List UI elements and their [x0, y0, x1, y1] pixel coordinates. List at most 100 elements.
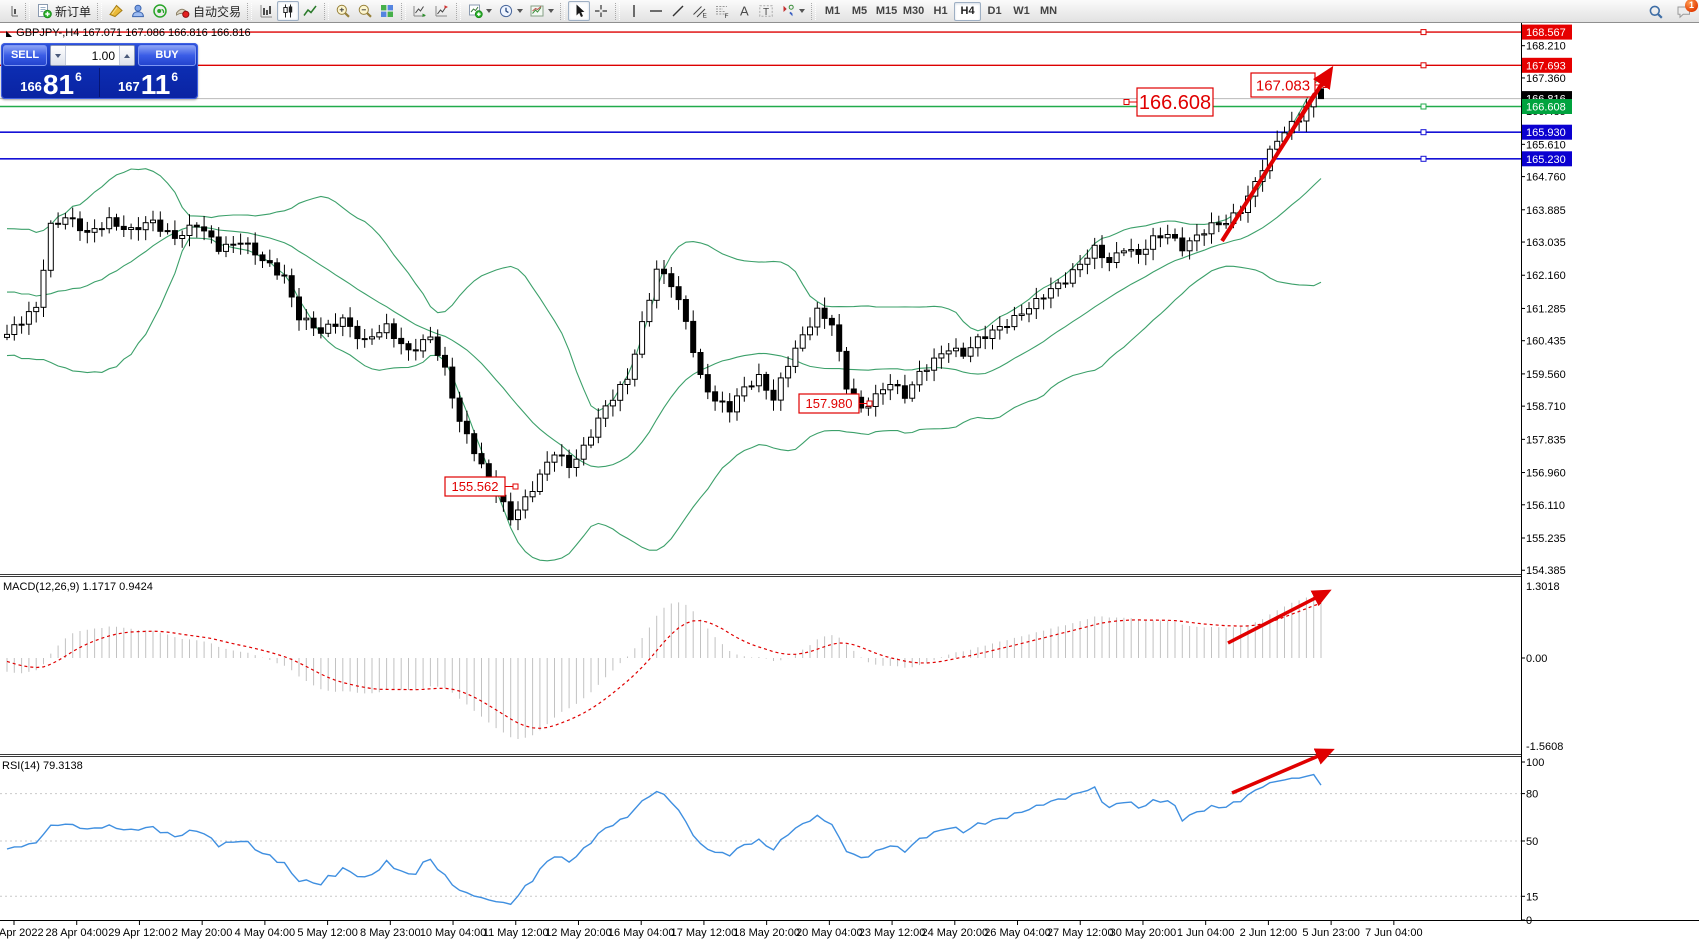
candle-body — [310, 317, 317, 329]
timeframe-button-h1[interactable]: H1 — [933, 4, 948, 17]
one-click-trading-panel: SELL BUY 166 81 6 167 11 6 — [1, 43, 198, 99]
timeframe-button-m5[interactable]: M5 — [851, 4, 868, 17]
bar-chart-icon — [260, 5, 273, 18]
annotation-box[interactable] — [798, 393, 860, 414]
volume-increase-button[interactable] — [119, 46, 134, 65]
line-handle[interactable] — [1420, 129, 1427, 136]
panel-splitter[interactable] — [0, 574, 1699, 577]
bar-chart-button[interactable] — [255, 1, 277, 21]
axis-label: 165.930 — [1526, 127, 1566, 139]
sell-price[interactable]: 166 81 6 — [3, 68, 99, 99]
toolbar-separator — [456, 2, 462, 20]
signals-button[interactable] — [149, 1, 171, 21]
candlestick-button[interactable] — [277, 1, 300, 21]
candle-body — [179, 235, 186, 239]
channel-button[interactable]: E — [689, 1, 711, 21]
trend-arrow[interactable] — [1224, 92, 1315, 238]
candle-body — [887, 384, 894, 391]
navigator-button[interactable] — [127, 1, 149, 21]
auto-scroll-button[interactable] — [409, 1, 431, 21]
zoom-in-button[interactable] — [332, 1, 354, 21]
trend-arrow[interactable] — [1231, 748, 1335, 795]
new-chart-button[interactable] — [464, 1, 495, 21]
timeframe-button-mn[interactable]: MN — [1039, 4, 1058, 17]
line-handle[interactable] — [1420, 103, 1427, 110]
timeframe-button-m30[interactable]: M30 — [902, 4, 925, 17]
market-watch-button[interactable] — [105, 1, 127, 21]
panel-splitter[interactable] — [0, 754, 1699, 757]
chevron-down-icon — [486, 9, 493, 13]
line-chart-button[interactable] — [299, 1, 321, 21]
cursor-button[interactable] — [568, 1, 591, 21]
candle-body — [25, 311, 32, 325]
horizontal-line-button[interactable] — [645, 1, 667, 21]
sell-button[interactable]: SELL — [3, 45, 47, 66]
chart-partial-icon — [11, 6, 18, 17]
autotrading-button[interactable]: 自动交易 — [171, 1, 244, 21]
trendline-button[interactable] — [667, 1, 689, 21]
candle-body — [274, 262, 281, 276]
label-button[interactable]: T — [755, 1, 777, 21]
candle-body — [398, 337, 405, 345]
chart-shift-button[interactable] — [431, 1, 453, 21]
timeframe-button-m1[interactable]: M1 — [824, 4, 841, 17]
vertical-line-button[interactable] — [623, 1, 645, 21]
rsi-indicator-label: RSI(14) 79.3138 — [2, 760, 83, 772]
annotation-handle[interactable] — [866, 400, 873, 407]
chat-button[interactable]: 1 — [1673, 0, 1698, 22]
candle-body — [471, 433, 478, 455]
candle-body — [726, 401, 733, 413]
bollinger-middle-band — [6, 178, 1322, 468]
fibonacci-button[interactable]: F — [711, 1, 733, 21]
tile-windows-button[interactable] — [376, 1, 398, 21]
candle-body — [325, 323, 332, 334]
time-axis-label: 16 May 04:00 — [608, 927, 675, 939]
zoom-out-button[interactable] — [354, 1, 376, 21]
candle-body — [792, 347, 799, 367]
timeframe-button-w1[interactable]: W1 — [1013, 4, 1030, 17]
text-button[interactable]: A — [733, 1, 755, 21]
profiles-button[interactable] — [495, 1, 526, 21]
candle-body — [354, 325, 361, 340]
buy-price[interactable]: 167 11 6 — [99, 68, 196, 99]
search-button[interactable] — [1645, 2, 1667, 22]
volume-decrease-button[interactable] — [51, 46, 66, 65]
timeframe-button-m15[interactable]: M15 — [875, 4, 898, 17]
clipped-icon[interactable] — [0, 1, 22, 21]
annotation-box[interactable] — [1250, 72, 1316, 98]
new-order-button[interactable]: 新订单 — [33, 1, 94, 21]
line-handle[interactable] — [1420, 155, 1427, 162]
chart-settings-button[interactable] — [526, 1, 557, 21]
trend-arrow[interactable] — [1227, 589, 1332, 645]
autotrading-button-label: 自动交易 — [193, 4, 242, 19]
toolbar-separator — [97, 2, 103, 20]
candle-body — [1091, 244, 1098, 259]
market-watch-icon — [109, 4, 123, 18]
fibonacci-icon: F — [716, 6, 729, 19]
arrows-button[interactable] — [777, 1, 808, 21]
annotation-handle[interactable] — [1123, 99, 1130, 105]
timeframe-button-d1[interactable]: D1 — [987, 4, 1002, 17]
annotation-box[interactable] — [444, 476, 506, 497]
candle-body — [960, 347, 967, 357]
candle-body — [828, 317, 835, 326]
volume-input[interactable] — [66, 46, 119, 65]
annotation-handle[interactable] — [512, 483, 519, 490]
toolbar-separator — [25, 2, 30, 20]
svg-text:A: A — [740, 4, 749, 19]
candle-body — [602, 405, 609, 419]
annotation-box[interactable] — [1136, 87, 1214, 117]
profiles-icon — [499, 4, 513, 18]
buy-button[interactable]: BUY — [138, 45, 196, 66]
timeframe-button-h4[interactable]: H4 — [954, 1, 982, 21]
axis-label: 158.710 — [1526, 401, 1566, 413]
line-handle[interactable] — [1420, 29, 1427, 36]
line-handle[interactable] — [1420, 62, 1427, 69]
axis-label: -1.5608 — [1526, 741, 1563, 753]
axis-label: 165.230 — [1526, 154, 1566, 166]
time-axis-label: 26 May 04:00 — [984, 927, 1051, 939]
candle-body — [478, 453, 485, 465]
crosshair-button[interactable] — [590, 1, 612, 21]
candle-body — [996, 326, 1003, 331]
time-axis-label: 10 May 04:00 — [420, 927, 487, 939]
